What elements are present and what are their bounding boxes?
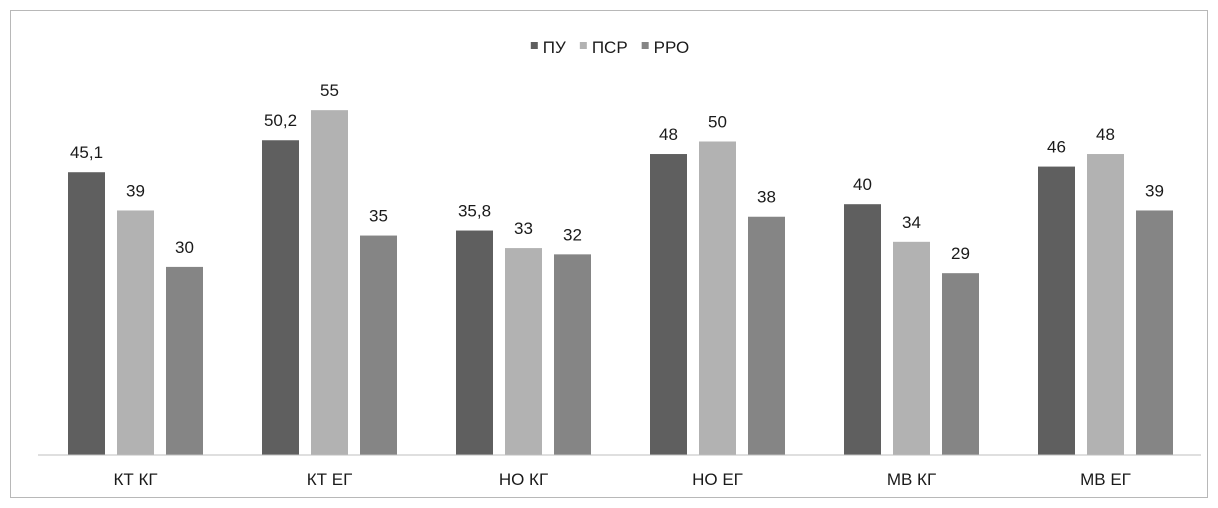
legend-swatch — [530, 42, 538, 49]
x-tick-labels-group: КТ КГ КТ ЕГ НО КГ НО ЕГ МВ КГ МВ ЕГ — [113, 470, 1130, 489]
data-label: 35 — [369, 207, 388, 226]
legend-swatch — [641, 42, 649, 49]
bar-ПУ-1 — [262, 140, 299, 455]
bar-ПУ-2 — [456, 230, 493, 455]
data-label: 29 — [951, 244, 970, 263]
data-label: 48 — [1096, 125, 1115, 144]
x-tick-label: КТ КГ — [113, 470, 157, 489]
chart-area: ПУ ПСР РРО 45,1 39 30 50,2 55 35 35,8 33 32 48 50 38 4… — [10, 10, 1208, 498]
data-label: 39 — [1145, 181, 1164, 200]
data-label: 48 — [659, 125, 678, 144]
data-label: 30 — [175, 238, 194, 257]
data-label: 50,2 — [264, 111, 297, 130]
bar-РРО-5 — [1136, 210, 1173, 455]
data-label: 33 — [514, 219, 533, 238]
data-label: 32 — [563, 225, 582, 244]
bar-РРО-2 — [554, 254, 591, 455]
x-tick-label: КТ ЕГ — [307, 470, 353, 489]
legend-label: ПУ — [543, 38, 566, 57]
x-tick-label: МВ КГ — [887, 470, 936, 489]
bar-ПСР-5 — [1087, 154, 1124, 456]
data-label: 34 — [902, 213, 921, 232]
data-label: 55 — [320, 81, 339, 100]
data-label: 39 — [126, 181, 145, 200]
bar-РРО-4 — [942, 273, 979, 455]
x-tick-label: НО КГ — [499, 470, 548, 489]
bar-ПСР-1 — [311, 110, 348, 456]
legend-swatch — [579, 42, 587, 49]
data-label: 45,1 — [70, 143, 103, 162]
bar-РРО-0 — [166, 266, 203, 455]
x-tick-label: НО ЕГ — [692, 470, 743, 489]
bar-ПУ-5 — [1038, 166, 1075, 455]
bars-group — [68, 110, 1173, 456]
x-tick-label: МВ ЕГ — [1080, 470, 1131, 489]
bar-РРО-3 — [748, 216, 785, 455]
legend-label: ПСР — [592, 38, 628, 57]
bar-ПУ-0 — [68, 172, 105, 455]
bar-ПУ-4 — [844, 204, 881, 455]
data-labels-group: 45,1 39 30 50,2 55 35 35,8 33 32 48 50 38 40 34 29 46 48… — [70, 81, 1164, 263]
bar-РРО-1 — [360, 235, 397, 455]
legend: ПУ ПСР РРО — [530, 38, 690, 57]
data-label: 40 — [853, 175, 872, 194]
bar-ПСР-4 — [893, 241, 930, 455]
bar-ПУ-3 — [650, 154, 687, 456]
data-label: 50 — [708, 113, 727, 132]
data-label: 46 — [1047, 138, 1066, 157]
bar-ПСР-3 — [699, 141, 736, 455]
data-label: 38 — [757, 188, 776, 207]
bar-ПСР-0 — [117, 210, 154, 455]
legend-label: РРО — [654, 38, 690, 57]
data-label: 35,8 — [458, 202, 491, 221]
bar-ПСР-2 — [505, 248, 542, 455]
